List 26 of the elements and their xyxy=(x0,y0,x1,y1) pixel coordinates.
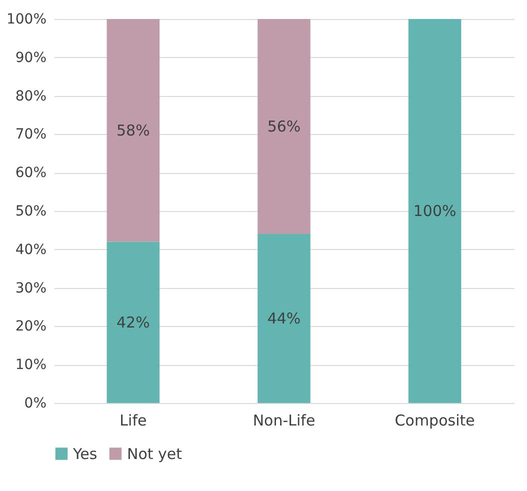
bar xyxy=(258,234,310,403)
bar xyxy=(106,242,160,403)
y-tick-label: 90% xyxy=(15,50,46,66)
data-label: 42% xyxy=(116,313,150,332)
y-tick-label: 0% xyxy=(24,396,46,412)
y-tick-label: 40% xyxy=(15,242,46,258)
x-tick-label: Non-Life xyxy=(252,412,316,430)
x-tick-label: Life xyxy=(120,412,147,430)
y-tick-label: 80% xyxy=(15,88,46,104)
legend-label: Not yet xyxy=(127,444,182,463)
legend-label: Yes xyxy=(72,444,98,463)
x-tick-label: Composite xyxy=(394,412,475,430)
data-label: 56% xyxy=(267,118,301,136)
y-tick-label: 50% xyxy=(15,204,46,220)
data-label: 58% xyxy=(116,121,150,140)
y-tick-label: 60% xyxy=(15,165,46,182)
y-tick-label: 100% xyxy=(6,12,46,28)
y-tick-label: 70% xyxy=(15,126,46,143)
y-tick-label: 10% xyxy=(15,357,46,374)
y-tick-label: 20% xyxy=(15,318,46,335)
data-label: 100% xyxy=(413,202,456,220)
bar xyxy=(106,19,160,242)
bar xyxy=(408,19,462,403)
y-tick-label: 30% xyxy=(15,280,46,296)
bar xyxy=(258,19,310,234)
data-label: 44% xyxy=(267,310,301,328)
